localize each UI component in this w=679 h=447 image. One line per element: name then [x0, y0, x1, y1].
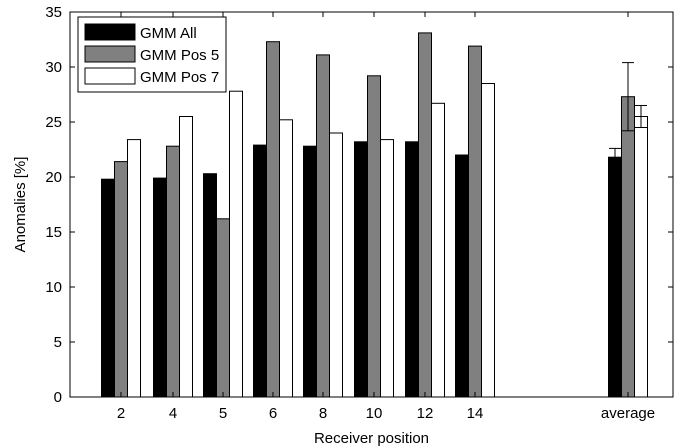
x-tick-label: 4 — [169, 405, 177, 422]
y-tick-label: 30 — [45, 59, 62, 76]
bar-gmm-all-2 — [101, 178, 115, 398]
bar-gmm-all-14 — [455, 154, 469, 398]
bar-gmm-pos-7-4 — [179, 116, 193, 398]
bar-gmm-pos-7-10 — [380, 139, 394, 398]
legend-label: GMM All — [140, 25, 197, 42]
y-tick-label: 20 — [45, 169, 62, 186]
x-tick-label: average — [601, 405, 655, 422]
bars-layer — [101, 32, 648, 398]
x-tick-label: 6 — [269, 405, 277, 422]
x-tick-label: 12 — [417, 405, 434, 422]
y-tick-label: 0 — [54, 389, 62, 406]
bar-gmm-all-8 — [303, 145, 317, 398]
bar-gmm-all-6 — [253, 144, 267, 398]
bar-gmm-pos-5-12 — [418, 32, 432, 398]
bar-gmm-pos-7-2 — [127, 139, 141, 398]
bar-gmm-pos-5-5 — [216, 218, 230, 398]
bar-gmm-pos-7-12 — [431, 102, 445, 398]
legend-swatch — [84, 23, 136, 41]
plot-frame — [69, 11, 674, 398]
error-bar-gmm-pos-7 — [635, 105, 647, 128]
error-bar-gmm-all — [609, 147, 621, 167]
x-tick-label: 10 — [366, 405, 383, 422]
ticks-layer: 0 5 10 15 20 25 30 35 2 4 5 6 8 10 12 14 average — [45, 4, 673, 422]
bar-gmm-pos-5-14 — [468, 45, 482, 398]
y-tick-label: 15 — [45, 224, 62, 241]
bar-gmm-all-12 — [405, 141, 419, 398]
bar-gmm-all-10 — [354, 141, 368, 398]
y-tick-label: 10 — [45, 279, 62, 296]
bar-gmm-pos-5-10 — [367, 75, 381, 398]
bar-gmm-pos-7-average — [634, 116, 648, 398]
legend-label: GMM Pos 7 — [140, 69, 219, 86]
bar-gmm-pos-7-5 — [229, 90, 243, 398]
bar-gmm-all-5 — [203, 173, 217, 398]
bar-gmm-pos-7-14 — [481, 83, 495, 398]
bar-gmm-all-average — [608, 156, 622, 398]
bar-gmm-pos-5-4 — [166, 145, 180, 398]
x-tick-label: 5 — [219, 405, 227, 422]
y-axis-label: Anomalies [%] — [12, 157, 29, 253]
bar-gmm-pos-5-6 — [266, 41, 280, 398]
bar-gmm-pos-5-average — [621, 96, 635, 398]
legend-swatch — [84, 67, 136, 85]
x-tick-label: 8 — [319, 405, 327, 422]
bar-gmm-pos-5-2 — [114, 161, 128, 398]
error-bar-gmm-pos-5 — [622, 62, 634, 132]
bar-gmm-all-4 — [153, 177, 167, 398]
legend: GMM All GMM Pos 5 GMM Pos 7 — [77, 16, 227, 93]
bar-gmm-pos-5-8 — [316, 54, 330, 398]
y-tick-label: 25 — [45, 114, 62, 131]
bar-gmm-pos-7-6 — [279, 119, 293, 398]
x-tick-label: 2 — [117, 405, 125, 422]
x-tick-label: 14 — [467, 405, 484, 422]
y-tick-label: 5 — [54, 334, 62, 351]
legend-swatch — [84, 45, 136, 63]
x-axis-label: Receiver position — [314, 430, 429, 447]
legend-label: GMM Pos 5 — [140, 47, 219, 64]
bar-gmm-pos-7-8 — [329, 132, 343, 398]
y-tick-label: 35 — [45, 4, 62, 21]
